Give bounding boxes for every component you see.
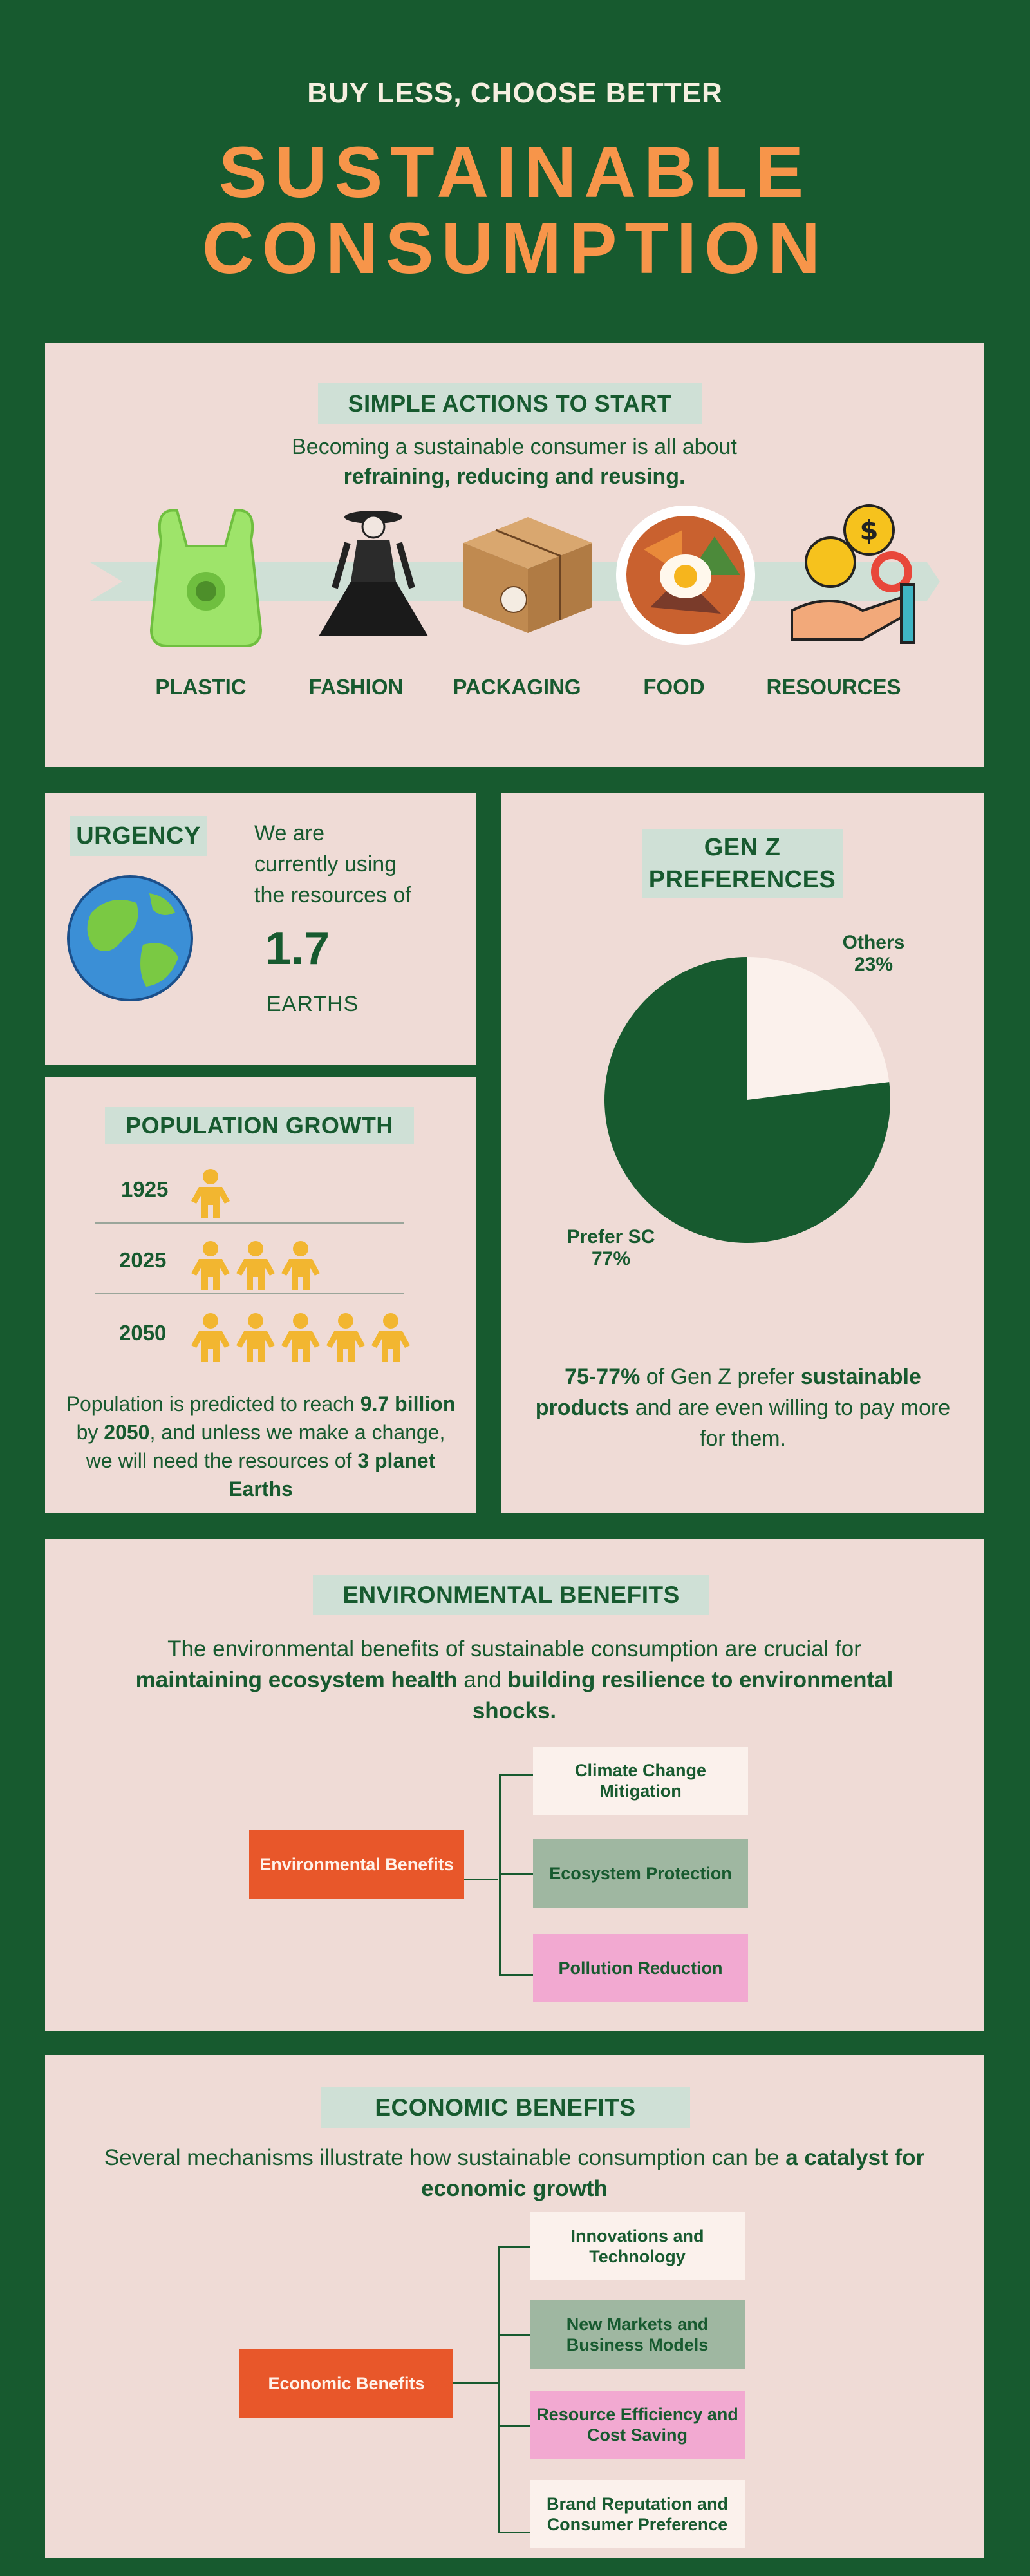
environmental-intro: The environmental benefits of sustainabl…	[135, 1636, 894, 1723]
env-child-pollution: Pollution Reduction	[533, 1934, 748, 2002]
connector-line	[464, 1879, 498, 1880]
genz-pie-chart	[604, 957, 890, 1243]
environmental-heading: ENVIRONMENTAL BENEFITS	[313, 1575, 709, 1615]
action-label-resources: RESOURCES	[766, 675, 901, 699]
population-panel: POPULATION GROWTH 1925 2025 2050 Populat…	[45, 1077, 476, 1513]
pie-slice-prefer-sc	[604, 957, 890, 1243]
action-label-plastic: PLASTIC	[155, 675, 247, 699]
year-2050: 2050	[119, 1321, 167, 1345]
pie-label-prefer-sc-name: Prefer SC	[566, 1226, 655, 1247]
actions-intro-bold: refraining, reducing and reusing.	[343, 464, 686, 489]
genz-heading: GEN Z PREFERENCES	[642, 829, 843, 898]
resources-hand-icon: $	[791, 504, 915, 644]
title-line-1: SUSTAINABLE	[218, 132, 812, 213]
gift-box-icon	[464, 517, 592, 633]
eco-child-innovation: Innovations and Technology	[530, 2212, 745, 2280]
fashion-figure-icon	[319, 511, 428, 636]
environmental-panel: ENVIRONMENTAL BENEFITS The environmental…	[45, 1539, 984, 2031]
connector-line	[453, 2382, 498, 2384]
connector-line	[498, 2246, 500, 2533]
svg-text:$: $	[859, 515, 878, 546]
urgency-text-3: the resources of	[254, 883, 411, 907]
economic-panel: ECONOMIC BENEFITS Several mechanisms ill…	[45, 2055, 984, 2558]
person-icon	[326, 1313, 365, 1362]
person-icon	[281, 1241, 320, 1290]
pie-label-others-name: Others	[842, 932, 905, 953]
urgency-panel: URGENCY We are currently using the resou…	[45, 793, 476, 1065]
population-text: Population is predicted to reach 9.7 bil…	[66, 1392, 456, 1501]
person-icon	[371, 1313, 410, 1362]
title-line-2: CONSUMPTION	[202, 208, 828, 289]
person-icon	[191, 1241, 230, 1290]
subtitle: BUY LESS, CHOOSE BETTER	[307, 77, 723, 109]
genz-panel: GEN Z PREFERENCES Others 23% Prefer SC 77%…	[501, 793, 984, 1513]
row-divider	[95, 1293, 404, 1294]
env-child-ecosystem: Ecosystem Protection	[533, 1839, 748, 1908]
year-1925: 1925	[121, 1177, 169, 1201]
pie-label-prefer-sc: Prefer SC 77%	[547, 1226, 675, 1270]
person-icon	[191, 1169, 230, 1218]
person-icon	[236, 1241, 275, 1290]
pie-label-prefer-sc-value: 77%	[591, 1248, 631, 1269]
economic-root-box: Economic Benefits	[239, 2349, 453, 2418]
year-2025: 2025	[119, 1248, 167, 1272]
row-divider	[95, 1222, 404, 1224]
urgency-text-1: We are	[254, 821, 324, 846]
person-icon	[236, 1313, 275, 1362]
eco-child-brand-reputation: Brand Reputation and Consumer Preference	[530, 2480, 745, 2548]
urgency-unit: EARTHS	[267, 992, 359, 1016]
connector-line	[498, 2334, 530, 2336]
pie-slice-others	[747, 957, 890, 1100]
actions-panel: SIMPLE ACTIONS TO START Becoming a susta…	[45, 343, 984, 767]
connector-line	[499, 1974, 533, 1976]
urgency-text-2: currently using	[254, 852, 397, 876]
action-label-food: FOOD	[643, 675, 705, 699]
population-heading: POPULATION GROWTH	[105, 1107, 414, 1144]
economic-heading: ECONOMIC BENEFITS	[321, 2087, 690, 2128]
urgency-heading: URGENCY	[70, 816, 207, 856]
genz-heading-line2: PREFERENCES	[648, 866, 836, 893]
env-child-climate: Climate Change Mitigation	[533, 1747, 748, 1815]
urgency-value: 1.7	[265, 923, 330, 974]
connector-line	[498, 2532, 530, 2533]
connector-line	[499, 1774, 533, 1776]
action-label-packaging: PACKAGING	[453, 675, 581, 699]
pie-label-others-value: 23%	[854, 954, 894, 975]
economic-intro: Several mechanisms illustrate how sustai…	[104, 2145, 925, 2201]
food-bowl-icon	[616, 506, 755, 645]
connector-line	[499, 1873, 533, 1875]
pie-label-others: Others 23%	[822, 932, 925, 976]
actions-intro: Becoming a sustainable consumer is all a…	[292, 435, 737, 459]
earth-globe-icon	[67, 875, 193, 1001]
genz-heading-line1: GEN Z	[704, 834, 781, 861]
environmental-root-box: Environmental Benefits	[249, 1830, 464, 1899]
connector-line	[498, 2246, 530, 2248]
person-icon	[191, 1313, 230, 1362]
plastic-bag-icon	[149, 509, 263, 647]
connector-line	[498, 2425, 530, 2427]
action-label-fashion: FASHION	[308, 675, 404, 699]
actions-heading: SIMPLE ACTIONS TO START	[318, 383, 702, 424]
person-icon	[281, 1313, 320, 1362]
eco-child-resource-efficiency: Resource Efficiency and Cost Saving	[530, 2391, 745, 2459]
eco-child-new-markets: New Markets and Business Models	[530, 2300, 745, 2369]
genz-text: 75-77% of Gen Z prefer sustainable produ…	[535, 1365, 951, 1451]
